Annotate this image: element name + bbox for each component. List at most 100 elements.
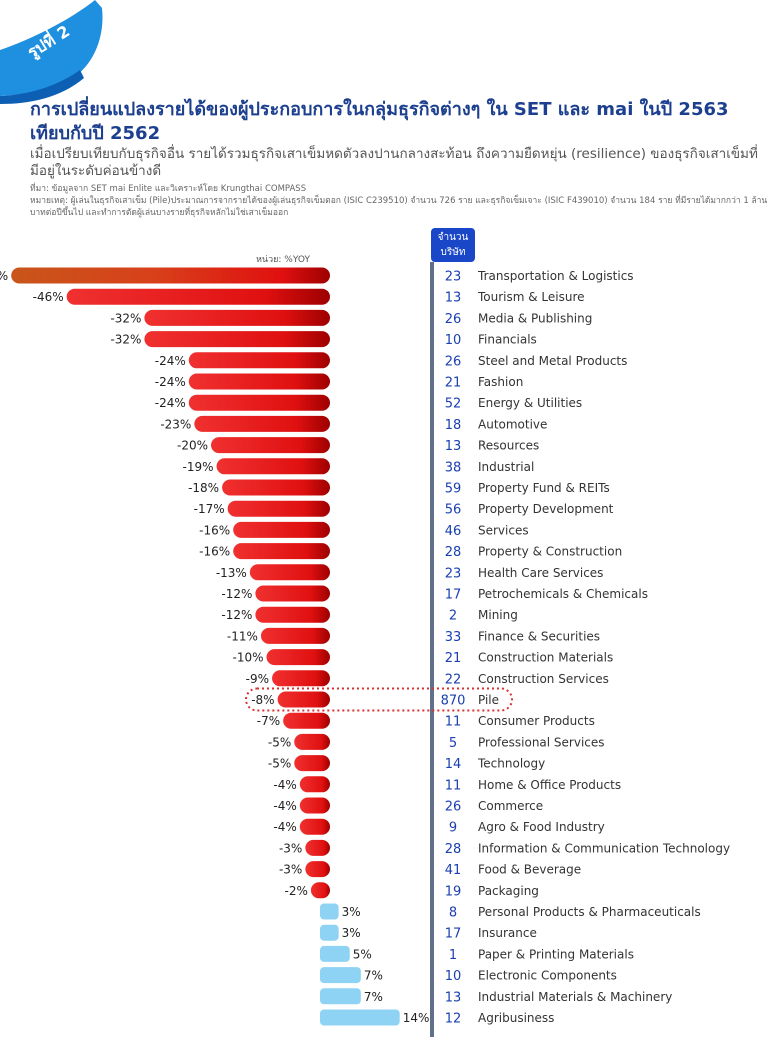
category-label: Transportation & Logistics [477, 269, 634, 283]
company-count: 23 [445, 270, 462, 285]
bar-value-label: -9% [246, 672, 269, 686]
bar-value-label: 3% [342, 926, 361, 940]
bar-positive [320, 903, 339, 920]
category-label: Property Fund & REITs [478, 481, 610, 495]
category-label: Electronic Components [478, 969, 617, 983]
company-count: 41 [445, 863, 462, 878]
category-label: Services [478, 523, 529, 537]
company-count: 9 [449, 821, 457, 836]
figure-badge [0, 0, 103, 104]
company-count: 13 [445, 990, 462, 1005]
bar-positive [320, 967, 361, 984]
bar-negative [305, 839, 330, 856]
bar-negative [266, 649, 330, 666]
bar-value-label: 14% [403, 1011, 430, 1025]
company-count: 17 [445, 588, 462, 603]
bar-value-label: -3% [279, 863, 302, 877]
company-count: 14 [445, 757, 462, 772]
bar-value-label: -20% [177, 439, 208, 453]
company-count: 2 [449, 609, 457, 624]
bar-negative [294, 755, 330, 772]
bar-negative [255, 606, 330, 623]
company-count: 46 [445, 524, 462, 539]
company-count: 26 [445, 800, 462, 815]
bar-value-label: -16% [199, 545, 230, 559]
bar-value-label: 7% [364, 990, 383, 1004]
company-count: 18 [445, 418, 462, 433]
company-count-header: จำนวน บริษัท [431, 228, 475, 262]
category-label: Tourism & Leisure [477, 290, 585, 304]
divider-line [430, 262, 434, 1037]
category-label: Finance & Securities [478, 629, 600, 643]
bar-negative [194, 415, 330, 432]
bar-negative [188, 373, 330, 390]
bar-negative [144, 331, 330, 348]
bar-value-label: -23% [160, 417, 191, 431]
unit-label: หน่วย: %YOY [256, 255, 310, 265]
bar-negative [188, 352, 330, 369]
pile-highlight-outline [245, 687, 513, 712]
bar-value-label: -56% [0, 269, 8, 283]
company-count: 8 [449, 906, 457, 921]
bar-negative [188, 394, 330, 411]
bar-negative [66, 288, 330, 305]
bar-negative [277, 691, 330, 708]
count-header-line2: บริษัท [440, 247, 466, 258]
bar-value-label: -3% [279, 841, 302, 855]
category-label: Petrochemicals & Chemicals [478, 587, 648, 601]
category-label: Health Care Services [478, 566, 603, 580]
bar-value-label: -4% [273, 799, 296, 813]
category-label: Food & Beverage [478, 863, 581, 877]
bar-value-label: -17% [194, 502, 225, 516]
bar-value-label: -13% [216, 566, 247, 580]
category-label: Insurance [478, 926, 537, 940]
bar-negative [144, 309, 330, 326]
company-count: 21 [445, 651, 462, 666]
company-count: 38 [445, 460, 462, 475]
bar-value-label: -5% [268, 757, 291, 771]
count-header-line1: จำนวน [437, 232, 469, 243]
category-label: Personal Products & Pharmaceuticals [478, 905, 701, 919]
company-count: 10 [445, 969, 462, 984]
bar-value-label: -12% [221, 587, 252, 601]
bar-value-label: -24% [155, 354, 186, 368]
bar-negative [272, 670, 330, 687]
category-label: Information & Communication Technology [478, 841, 730, 855]
category-label: Agro & Food Industry [478, 820, 605, 834]
bar-value-label: -12% [221, 608, 252, 622]
company-count: 11 [445, 715, 462, 730]
company-count: 870 [441, 694, 466, 709]
category-label: Construction Materials [478, 651, 613, 665]
category-label: Technology [477, 757, 545, 771]
company-count: 22 [445, 672, 462, 687]
category-label: Fashion [478, 375, 523, 389]
bar-value-label: -19% [183, 460, 214, 474]
bar-negative [260, 627, 330, 644]
company-count: 13 [445, 291, 462, 306]
bar-value-label: -24% [155, 375, 186, 389]
company-count: 23 [445, 566, 462, 581]
bar-negative [233, 521, 330, 538]
bar-negative [299, 776, 330, 793]
category-label: Home & Office Products [478, 778, 621, 792]
bar-positive [320, 1009, 400, 1026]
bar-negative [222, 479, 330, 496]
category-label: Paper & Printing Materials [478, 947, 634, 961]
bar-positive [320, 945, 350, 962]
bar-value-label: 7% [364, 969, 383, 983]
company-count: 59 [445, 482, 462, 497]
company-count: 28 [445, 545, 462, 560]
category-label: Energy & Utilities [478, 396, 582, 410]
bar-negative [249, 564, 330, 581]
company-count: 17 [445, 927, 462, 942]
company-count: 26 [445, 312, 462, 327]
bar-negative [227, 500, 330, 517]
chart-title: การเปลี่ยนแปลงรายได้ของผู้ประกอบการในกลุ… [30, 99, 729, 144]
category-label: Property & Construction [478, 545, 622, 559]
category-label: Professional Services [478, 735, 605, 749]
bar-value-label: -10% [232, 651, 263, 665]
bar-value-label: -16% [199, 523, 230, 537]
category-label: Industrial Materials & Machinery [478, 990, 672, 1004]
bar-value-label: 5% [353, 947, 372, 961]
